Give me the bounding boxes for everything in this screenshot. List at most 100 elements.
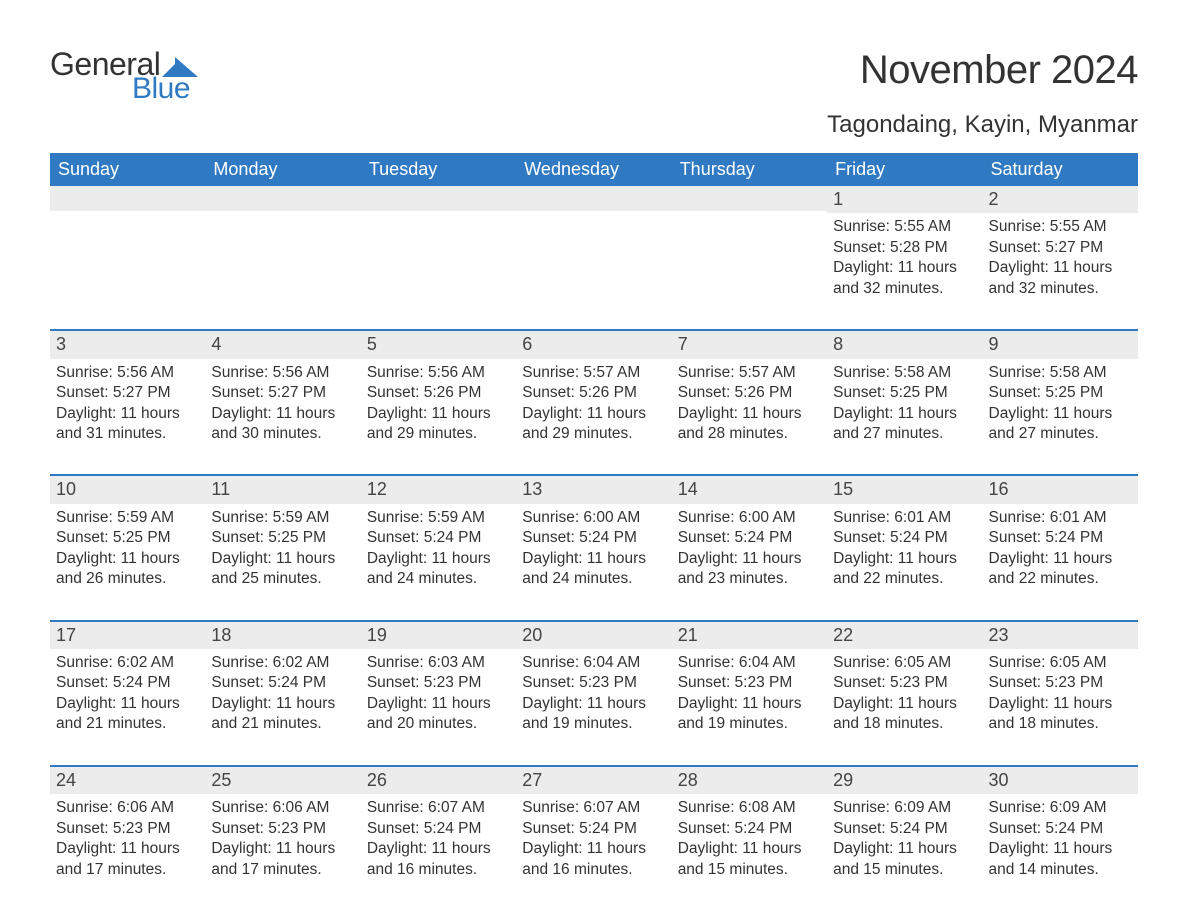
day-details: Sunrise: 5:59 AMSunset: 5:24 PMDaylight:… <box>361 504 516 592</box>
sunrise-text: Sunrise: 5:55 AM <box>989 217 1132 237</box>
sunset-text: Sunset: 5:24 PM <box>522 528 665 548</box>
day-cell <box>672 186 827 301</box>
day-cell: 15Sunrise: 6:01 AMSunset: 5:24 PMDayligh… <box>827 476 982 591</box>
sunrise-text: Sunrise: 6:06 AM <box>211 798 354 818</box>
day-cell: 30Sunrise: 6:09 AMSunset: 5:24 PMDayligh… <box>983 767 1138 882</box>
daylight-text: Daylight: 11 hours and 21 minutes. <box>56 694 199 735</box>
daylight-text: Daylight: 11 hours and 25 minutes. <box>211 549 354 590</box>
day-cell <box>50 186 205 301</box>
day-number: 16 <box>983 476 1138 503</box>
daylight-text: Daylight: 11 hours and 15 minutes. <box>833 839 976 880</box>
day-number: 26 <box>361 767 516 794</box>
day-cell: 14Sunrise: 6:00 AMSunset: 5:24 PMDayligh… <box>672 476 827 591</box>
week-row: 24Sunrise: 6:06 AMSunset: 5:23 PMDayligh… <box>50 765 1138 882</box>
week-spacer <box>50 301 1138 329</box>
day-details: Sunrise: 5:55 AMSunset: 5:27 PMDaylight:… <box>983 213 1138 301</box>
sunset-text: Sunset: 5:25 PM <box>211 528 354 548</box>
day-number <box>361 186 516 211</box>
daylight-text: Daylight: 11 hours and 16 minutes. <box>522 839 665 880</box>
day-details: Sunrise: 6:06 AMSunset: 5:23 PMDaylight:… <box>205 794 360 882</box>
sunset-text: Sunset: 5:25 PM <box>989 383 1132 403</box>
day-number <box>205 186 360 211</box>
week-row: 3Sunrise: 5:56 AMSunset: 5:27 PMDaylight… <box>50 329 1138 446</box>
sunrise-text: Sunrise: 6:01 AM <box>833 508 976 528</box>
sunrise-text: Sunrise: 5:59 AM <box>367 508 510 528</box>
day-number: 8 <box>827 331 982 358</box>
daylight-text: Daylight: 11 hours and 26 minutes. <box>56 549 199 590</box>
day-number: 28 <box>672 767 827 794</box>
sunrise-text: Sunrise: 6:09 AM <box>989 798 1132 818</box>
daylight-text: Daylight: 11 hours and 23 minutes. <box>678 549 821 590</box>
title-block: November 2024 Tagondaing, Kayin, Myanmar <box>827 48 1138 139</box>
day-details: Sunrise: 5:56 AMSunset: 5:27 PMDaylight:… <box>205 359 360 447</box>
sunrise-text: Sunrise: 6:05 AM <box>833 653 976 673</box>
day-details: Sunrise: 6:00 AMSunset: 5:24 PMDaylight:… <box>672 504 827 592</box>
daylight-text: Daylight: 11 hours and 14 minutes. <box>989 839 1132 880</box>
day-cell: 29Sunrise: 6:09 AMSunset: 5:24 PMDayligh… <box>827 767 982 882</box>
day-details <box>50 211 205 281</box>
day-number: 22 <box>827 622 982 649</box>
day-details: Sunrise: 5:56 AMSunset: 5:26 PMDaylight:… <box>361 359 516 447</box>
day-cell: 21Sunrise: 6:04 AMSunset: 5:23 PMDayligh… <box>672 622 827 737</box>
logo-mark-icon <box>162 57 198 81</box>
logo: General Blue <box>50 48 198 104</box>
sunrise-text: Sunrise: 5:56 AM <box>367 363 510 383</box>
day-details <box>672 211 827 281</box>
sunrise-text: Sunrise: 5:56 AM <box>56 363 199 383</box>
day-details <box>205 211 360 281</box>
day-details <box>516 211 671 281</box>
day-number: 9 <box>983 331 1138 358</box>
daylight-text: Daylight: 11 hours and 20 minutes. <box>367 694 510 735</box>
sunrise-text: Sunrise: 6:02 AM <box>56 653 199 673</box>
day-number: 5 <box>361 331 516 358</box>
sunrise-text: Sunrise: 6:02 AM <box>211 653 354 673</box>
day-cell: 26Sunrise: 6:07 AMSunset: 5:24 PMDayligh… <box>361 767 516 882</box>
sunset-text: Sunset: 5:27 PM <box>989 238 1132 258</box>
day-details: Sunrise: 6:01 AMSunset: 5:24 PMDaylight:… <box>983 504 1138 592</box>
sunrise-text: Sunrise: 5:59 AM <box>211 508 354 528</box>
day-number: 15 <box>827 476 982 503</box>
day-number: 23 <box>983 622 1138 649</box>
day-of-week-header: Sunday Monday Tuesday Wednesday Thursday… <box>50 153 1138 186</box>
sunrise-text: Sunrise: 6:00 AM <box>522 508 665 528</box>
sunset-text: Sunset: 5:28 PM <box>833 238 976 258</box>
day-details: Sunrise: 6:09 AMSunset: 5:24 PMDaylight:… <box>983 794 1138 882</box>
dow-friday: Friday <box>827 153 982 186</box>
sunrise-text: Sunrise: 5:58 AM <box>989 363 1132 383</box>
day-number: 7 <box>672 331 827 358</box>
day-number: 30 <box>983 767 1138 794</box>
header: General Blue November 2024 Tagondaing, K… <box>50 48 1138 139</box>
sunset-text: Sunset: 5:24 PM <box>211 673 354 693</box>
sunset-text: Sunset: 5:24 PM <box>989 819 1132 839</box>
day-details: Sunrise: 5:59 AMSunset: 5:25 PMDaylight:… <box>205 504 360 592</box>
calendar-grid: Sunday Monday Tuesday Wednesday Thursday… <box>50 153 1138 882</box>
sunset-text: Sunset: 5:24 PM <box>367 528 510 548</box>
sunrise-text: Sunrise: 5:58 AM <box>833 363 976 383</box>
day-details: Sunrise: 6:09 AMSunset: 5:24 PMDaylight:… <box>827 794 982 882</box>
day-details: Sunrise: 5:58 AMSunset: 5:25 PMDaylight:… <box>827 359 982 447</box>
sunset-text: Sunset: 5:24 PM <box>678 528 821 548</box>
day-cell: 4Sunrise: 5:56 AMSunset: 5:27 PMDaylight… <box>205 331 360 446</box>
day-number <box>672 186 827 211</box>
day-number: 17 <box>50 622 205 649</box>
sunrise-text: Sunrise: 6:03 AM <box>367 653 510 673</box>
day-cell: 11Sunrise: 5:59 AMSunset: 5:25 PMDayligh… <box>205 476 360 591</box>
sunrise-text: Sunrise: 6:08 AM <box>678 798 821 818</box>
day-cell: 17Sunrise: 6:02 AMSunset: 5:24 PMDayligh… <box>50 622 205 737</box>
day-details: Sunrise: 6:04 AMSunset: 5:23 PMDaylight:… <box>516 649 671 737</box>
sunset-text: Sunset: 5:23 PM <box>211 819 354 839</box>
week-row: 17Sunrise: 6:02 AMSunset: 5:24 PMDayligh… <box>50 620 1138 737</box>
sunrise-text: Sunrise: 6:04 AM <box>678 653 821 673</box>
sunset-text: Sunset: 5:26 PM <box>522 383 665 403</box>
sunset-text: Sunset: 5:26 PM <box>678 383 821 403</box>
daylight-text: Daylight: 11 hours and 16 minutes. <box>367 839 510 880</box>
day-cell: 5Sunrise: 5:56 AMSunset: 5:26 PMDaylight… <box>361 331 516 446</box>
sunset-text: Sunset: 5:23 PM <box>989 673 1132 693</box>
day-number: 11 <box>205 476 360 503</box>
sunrise-text: Sunrise: 5:56 AM <box>211 363 354 383</box>
day-number: 29 <box>827 767 982 794</box>
dow-saturday: Saturday <box>983 153 1138 186</box>
daylight-text: Daylight: 11 hours and 17 minutes. <box>56 839 199 880</box>
day-details <box>361 211 516 281</box>
location-subtitle: Tagondaing, Kayin, Myanmar <box>827 111 1138 139</box>
